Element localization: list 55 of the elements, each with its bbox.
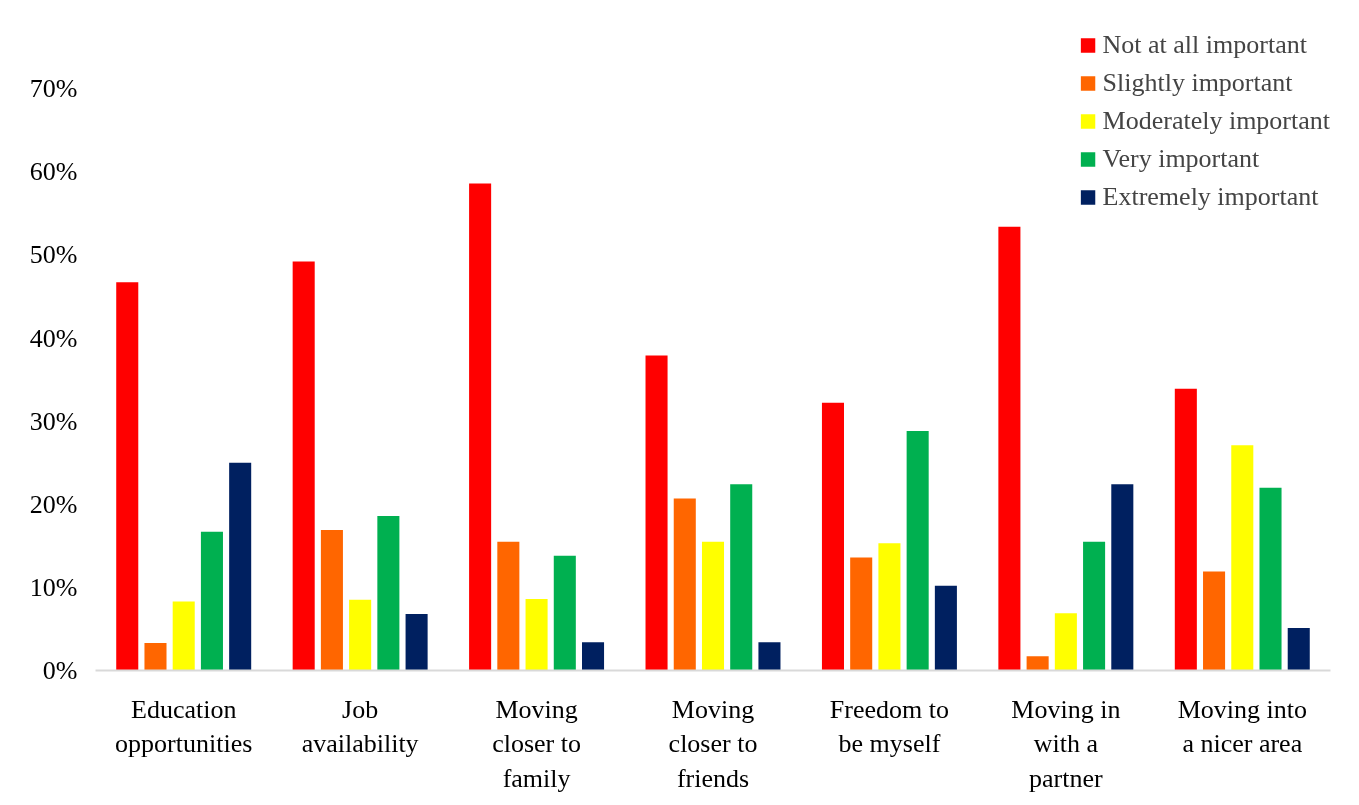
bar [1231,445,1254,671]
y-tick-label: 20% [29,489,78,519]
y-tick-label: 0% [42,656,78,685]
bar [320,530,343,671]
bar [821,402,844,671]
legend-label: Extremely important [1102,182,1319,212]
legend-label: Slightly important [1102,68,1293,98]
bar [1026,656,1049,671]
bar [525,599,548,671]
bar [673,498,696,671]
y-tick-label: 70% [29,74,78,104]
y-tick-label: 30% [29,406,78,436]
bar [229,462,252,671]
bar [292,261,315,671]
bar [553,555,576,671]
bar [906,431,929,671]
bar [1174,388,1197,671]
bar [701,541,725,671]
legend-label: Very important [1102,144,1260,174]
y-tick-label: 10% [29,572,78,602]
bar [582,642,605,671]
bar [998,226,1021,671]
y-tick-label: 40% [29,323,78,353]
x-tick-label: Freedom to be myself [829,694,950,759]
legend-label: Not at all important [1102,30,1307,60]
x-tick-label: Moving into a nicer area [1177,694,1307,759]
bar [878,543,901,671]
bar [850,557,873,671]
bar [405,613,428,671]
y-tick-label: 50% [29,240,78,270]
x-tick-label: Education opportunities [115,694,253,759]
y-tick-label: 60% [29,157,78,187]
bar [172,601,195,671]
bar [200,531,223,671]
bar [1083,541,1106,671]
x-tick-label: Job availability [301,694,419,759]
bar [349,599,372,671]
bar [1287,628,1310,671]
bar [1111,484,1134,671]
bar [730,484,753,671]
bar [1203,571,1226,671]
bar [116,282,139,671]
x-tick-label: Moving closer to family [492,694,581,794]
bar [144,643,167,671]
x-tick-label: Moving in with a partner [1011,694,1121,794]
bar [1259,487,1282,671]
bar [1054,613,1077,671]
bar [934,585,957,671]
bar [377,515,400,671]
bar [758,642,781,671]
bar [497,541,520,671]
x-tick-label: Moving closer to friends [668,694,758,794]
legend-label: Moderately important [1102,106,1330,136]
bar [645,355,668,671]
bar [469,183,492,671]
